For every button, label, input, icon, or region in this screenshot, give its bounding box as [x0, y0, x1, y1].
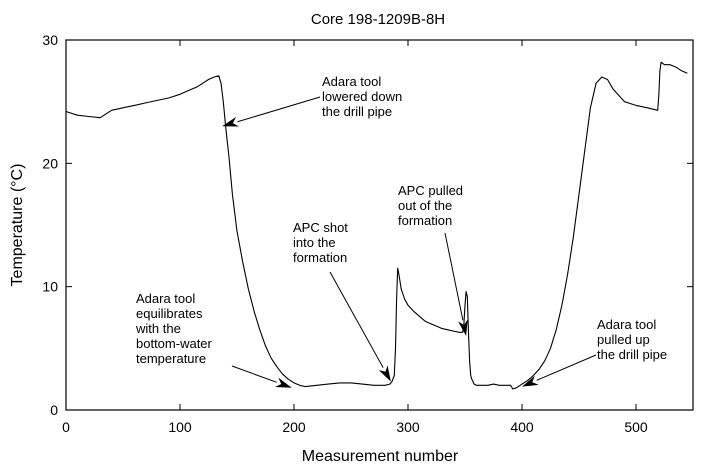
annotation-line: into the [293, 235, 336, 250]
annotation-line: equilibrates [136, 306, 203, 321]
chart-title: Core 198-1209B-8H [311, 11, 445, 28]
annotation-label: APC shot into the formation [293, 220, 348, 265]
annotation-line: formation [398, 213, 452, 228]
annotation-label: APC pulled out of the formation [398, 183, 463, 228]
annotation-line: APC shot [293, 220, 348, 235]
temperature-series-line [65, 61, 688, 390]
annotation-line: the drill pipe [322, 104, 392, 119]
annotation-line: Adara tool [322, 74, 381, 89]
x-tick-label: 400 [510, 419, 534, 435]
plot-frame [65, 39, 694, 411]
x-tick-label: 100 [168, 419, 192, 435]
x-axis: 0 100 200 300 400 500 [62, 40, 648, 435]
annotation-arrow-head [378, 365, 391, 382]
annotation-line: with the [135, 321, 181, 336]
x-tick-label: 300 [396, 419, 420, 435]
annotation-line: the drill pipe [597, 347, 667, 362]
annotation-arrow-head [458, 319, 468, 336]
x-tick-label: 0 [62, 419, 70, 435]
y-axis-label: Temperature (°C) [9, 164, 26, 287]
annotation-line: pulled up [597, 332, 650, 347]
y-tick-label: 20 [42, 155, 58, 171]
y-tick-label: 30 [42, 32, 58, 48]
y-tick-label: 10 [42, 279, 58, 295]
annotation-line: lowered down [322, 89, 402, 104]
annotation-arrow-head [522, 375, 539, 387]
annotation-line: temperature [136, 351, 206, 366]
annotation-arrow-head [222, 116, 239, 127]
annotation-line: APC pulled [398, 183, 463, 198]
x-tick-label: 200 [282, 419, 306, 435]
annotation-line: bottom-water [136, 336, 213, 351]
annotation-line: Adara tool [136, 291, 195, 306]
annotations: Adara tool lowered down the drill pipeAdar… [135, 74, 667, 388]
annotation-line: out of the [398, 198, 452, 213]
annotation-line: formation [293, 250, 347, 265]
annotation-label: Adara tool pulled up the drill pipe [597, 317, 667, 362]
y-tick-label: 0 [50, 402, 58, 418]
annotation-arrow-head [275, 377, 292, 388]
annotation-arrow-shaft [329, 271, 384, 368]
annotation-line: Adara tool [597, 317, 656, 332]
x-axis-label: Measurement number [302, 448, 459, 465]
annotation-arrow-shaft [444, 232, 464, 321]
annotation-arrow-shaft [237, 96, 321, 123]
y-axis: 0 10 20 30 [42, 32, 693, 418]
annotation-label: Adara tool lowered down the drill pipe [322, 74, 402, 119]
x-tick-label: 500 [624, 419, 648, 435]
annotation-arrow-shaft [536, 354, 597, 381]
annotation-arrow-shaft [231, 365, 277, 383]
annotation-label: Adara tool equilibrates with the bottom-wat… [135, 291, 213, 366]
